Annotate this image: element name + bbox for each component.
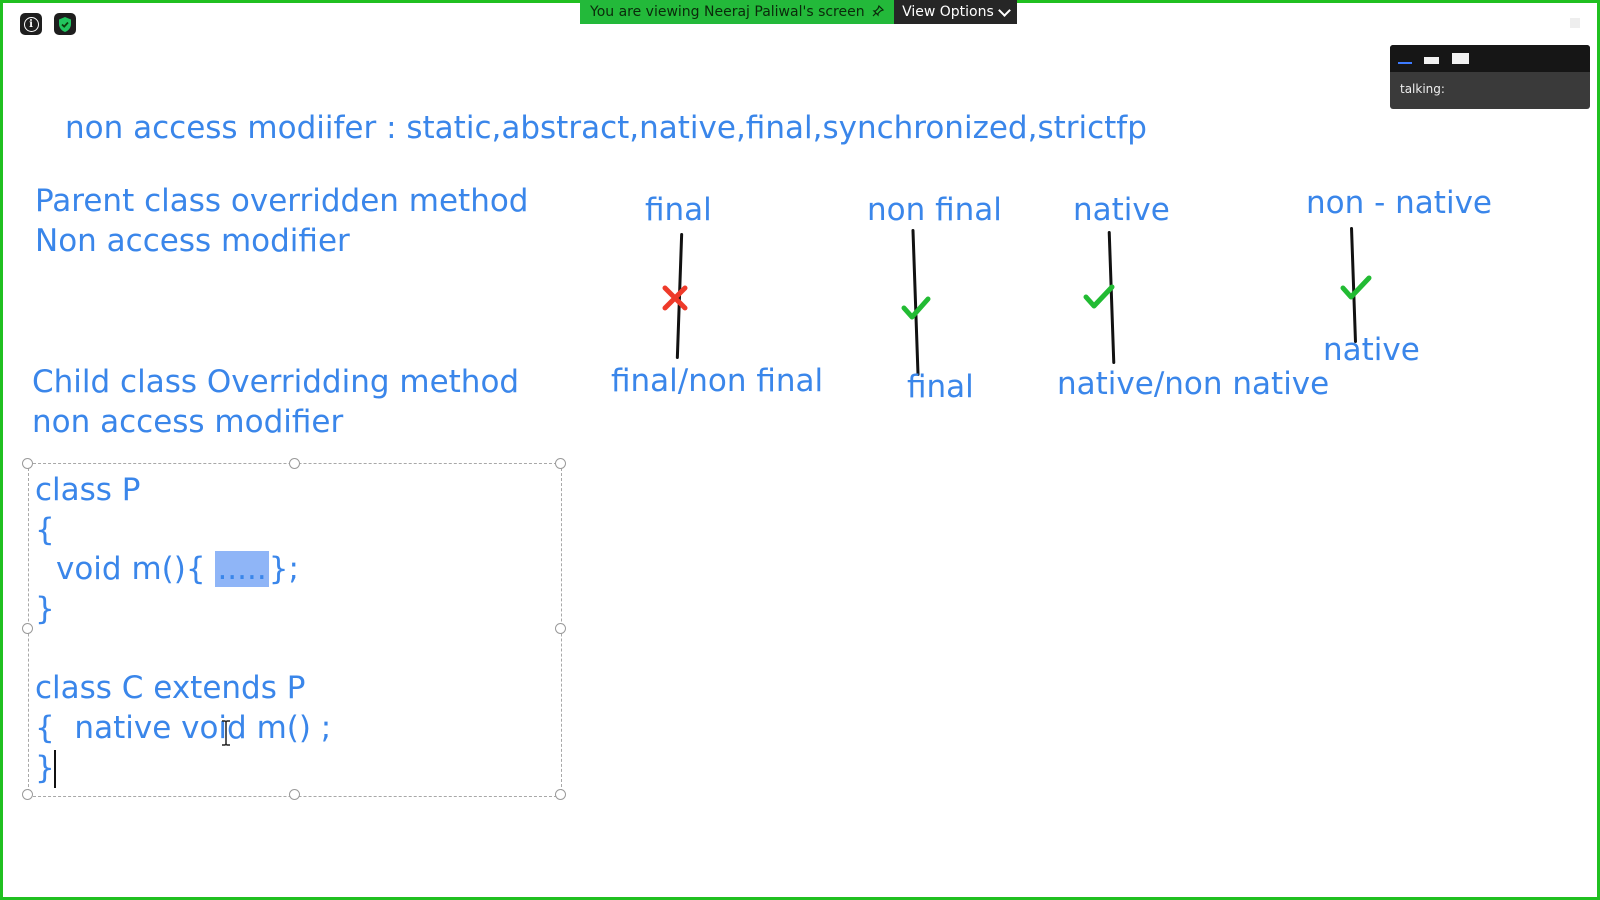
case-child-final: final [907, 369, 974, 405]
view-options-label: View Options [902, 4, 994, 20]
resize-handle[interactable] [22, 623, 33, 634]
resize-handle[interactable] [555, 789, 566, 800]
code-textbox[interactable] [28, 463, 562, 797]
code-line-2: { [35, 512, 55, 548]
code-line-4: } [35, 591, 55, 627]
talking-label: talking: [1400, 82, 1445, 96]
talking-panel[interactable]: talking: [1390, 45, 1590, 109]
view-mode-bar [1390, 45, 1590, 72]
info-icon: i [23, 16, 39, 32]
text-cursor-icon [222, 720, 230, 746]
case-parent-native: native [1073, 192, 1170, 228]
resize-handle[interactable] [22, 789, 33, 800]
code-line-5: class C extends P [35, 670, 306, 706]
view-options-button[interactable]: View Options [894, 0, 1017, 24]
parent-label-line1: Parent class overridden method [35, 183, 529, 219]
case-child-native-nonnative: native/non native [1057, 366, 1330, 402]
chevron-down-icon [997, 3, 1011, 17]
shield-check-icon [59, 16, 71, 32]
resize-handle[interactable] [289, 458, 300, 469]
meeting-info-button[interactable]: i [20, 13, 42, 35]
child-label-line1: Child class Overridding method [32, 364, 520, 400]
case-parent-nonnative: non - native [1306, 185, 1492, 221]
screen-share-banner: You are viewing Neeraj Paliwal's screen … [580, 0, 1017, 24]
security-button[interactable] [54, 13, 76, 35]
code-line-3-pre: void m(){ [56, 551, 206, 587]
view-mode-full[interactable] [1452, 53, 1469, 64]
resize-handle[interactable] [555, 623, 566, 634]
check-mark-icon [901, 296, 931, 320]
check-mark-icon [1340, 275, 1372, 300]
resize-handle[interactable] [555, 458, 566, 469]
viewing-indicator: You are viewing Neeraj Paliwal's screen [580, 0, 895, 24]
code-line-7: } [35, 750, 55, 786]
code-line-1: class P [35, 472, 141, 508]
view-mode-strip[interactable] [1424, 57, 1439, 64]
child-label-line2: non access modifier [32, 404, 344, 440]
code-line-3-post: }; [268, 551, 299, 587]
case-child-final-nonfinal: final/non final [611, 363, 824, 399]
case-parent-nonfinal: non final [867, 192, 1002, 228]
text-caret [54, 750, 56, 788]
resize-handle[interactable] [22, 458, 33, 469]
resize-handle[interactable] [289, 789, 300, 800]
parent-label-line2: Non access modifier [35, 223, 350, 259]
slide-header: non access modiifer : static,abstract,na… [65, 110, 1147, 146]
case-parent-final: final [645, 192, 712, 228]
corner-square [1570, 18, 1580, 28]
cross-mark-icon [662, 285, 688, 311]
viewing-text: You are viewing Neeraj Paliwal's screen [590, 4, 865, 20]
code-line-6: { native void m() ; [35, 710, 332, 746]
view-mode-minimize[interactable] [1398, 62, 1412, 64]
code-selection-highlight: ..... [215, 551, 269, 587]
check-mark-icon [1083, 284, 1115, 309]
case-child-native: native [1323, 332, 1420, 368]
code-line-3: void m(){ .....}; [56, 551, 299, 587]
pin-icon [872, 4, 885, 17]
